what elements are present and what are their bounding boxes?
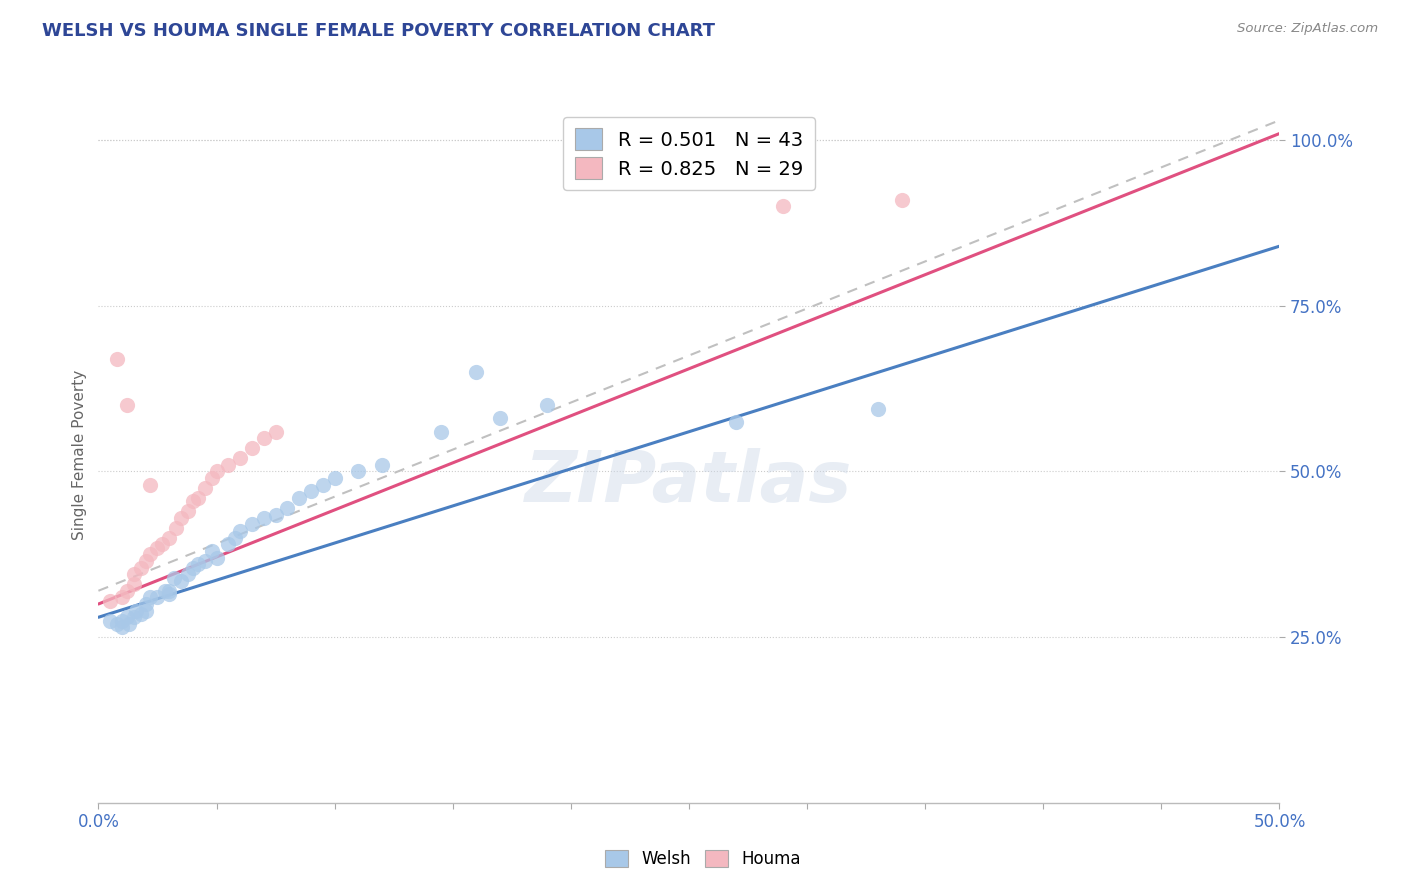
- Point: [217, 458, 239, 472]
- Point: [122, 610, 145, 624]
- Point: [111, 620, 134, 634]
- Point: [157, 587, 180, 601]
- Point: [187, 558, 209, 572]
- Point: [170, 574, 193, 588]
- Point: [264, 508, 287, 522]
- Legend: Welsh, Houma: Welsh, Houma: [599, 843, 807, 875]
- Point: [371, 458, 394, 472]
- Point: [264, 425, 287, 439]
- Point: [194, 554, 217, 568]
- Point: [201, 471, 224, 485]
- Point: [253, 511, 276, 525]
- Point: [217, 537, 239, 551]
- Point: [125, 604, 148, 618]
- Legend: R = 0.501   N = 43, R = 0.825   N = 29: R = 0.501 N = 43, R = 0.825 N = 29: [564, 117, 814, 190]
- Point: [146, 541, 169, 555]
- Point: [323, 471, 346, 485]
- Point: [240, 442, 263, 456]
- Point: [772, 199, 794, 213]
- Point: [135, 554, 157, 568]
- Point: [253, 431, 276, 445]
- Point: [165, 521, 187, 535]
- Point: [111, 614, 134, 628]
- Point: [276, 500, 298, 515]
- Point: [181, 560, 204, 574]
- Point: [105, 616, 128, 631]
- Point: [135, 597, 157, 611]
- Point: [118, 616, 141, 631]
- Point: [153, 583, 176, 598]
- Point: [122, 567, 145, 582]
- Point: [312, 477, 335, 491]
- Point: [725, 415, 748, 429]
- Point: [135, 604, 157, 618]
- Point: [157, 583, 180, 598]
- Point: [536, 398, 558, 412]
- Point: [229, 451, 252, 466]
- Text: Source: ZipAtlas.com: Source: ZipAtlas.com: [1237, 22, 1378, 36]
- Point: [430, 425, 453, 439]
- Point: [98, 593, 121, 607]
- Point: [205, 465, 228, 479]
- Point: [150, 537, 173, 551]
- Point: [299, 484, 322, 499]
- Point: [240, 517, 263, 532]
- Point: [122, 577, 145, 591]
- Point: [465, 365, 488, 379]
- Point: [139, 591, 162, 605]
- Text: WELSH VS HOUMA SINGLE FEMALE POVERTY CORRELATION CHART: WELSH VS HOUMA SINGLE FEMALE POVERTY COR…: [42, 22, 716, 40]
- Y-axis label: Single Female Poverty: Single Female Poverty: [72, 370, 87, 540]
- Point: [288, 491, 311, 505]
- Point: [489, 411, 512, 425]
- Point: [187, 491, 209, 505]
- Point: [194, 481, 217, 495]
- Point: [347, 465, 370, 479]
- Point: [115, 398, 138, 412]
- Point: [115, 610, 138, 624]
- Point: [139, 547, 162, 561]
- Point: [115, 583, 138, 598]
- Point: [157, 531, 180, 545]
- Point: [146, 591, 169, 605]
- Point: [224, 531, 246, 545]
- Point: [229, 524, 252, 538]
- Point: [129, 560, 152, 574]
- Point: [170, 511, 193, 525]
- Point: [98, 614, 121, 628]
- Point: [163, 570, 186, 584]
- Point: [111, 591, 134, 605]
- Text: ZIPatlas: ZIPatlas: [526, 449, 852, 517]
- Point: [105, 351, 128, 366]
- Point: [866, 401, 889, 416]
- Point: [205, 550, 228, 565]
- Point: [177, 504, 200, 518]
- Point: [181, 494, 204, 508]
- Point: [129, 607, 152, 621]
- Point: [890, 193, 912, 207]
- Point: [201, 544, 224, 558]
- Point: [177, 567, 200, 582]
- Point: [139, 477, 162, 491]
